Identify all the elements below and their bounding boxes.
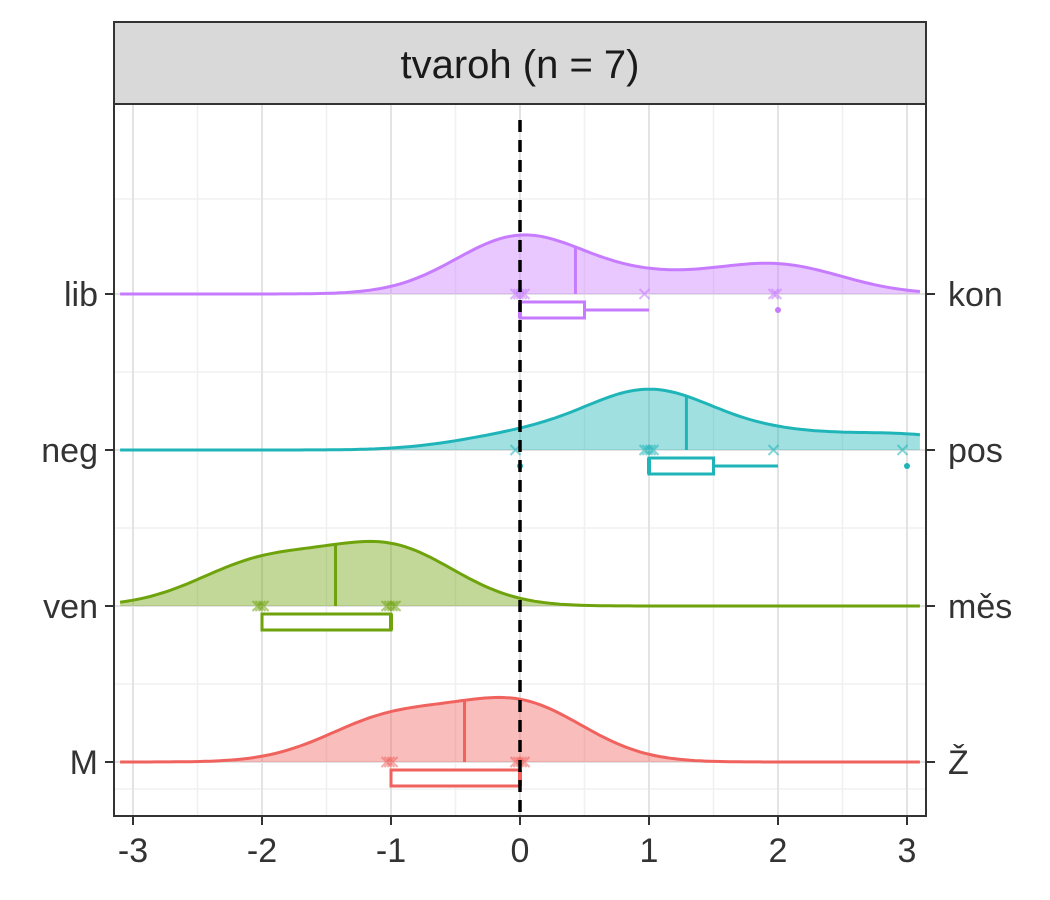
y-label-right: měs (948, 588, 1012, 626)
box-lib (518, 300, 586, 320)
outlier-neg (904, 463, 910, 469)
density-line-ven (119, 539, 920, 608)
data-point-neg (644, 444, 657, 456)
data-point-lib (770, 288, 783, 300)
data-point-ven (386, 600, 399, 612)
y-label-right: Ž (948, 744, 969, 782)
ridge-ven (119, 539, 920, 632)
data-point-lib (515, 288, 528, 300)
y-label-right: kon (948, 276, 1003, 314)
y-label-left: neg (41, 432, 98, 470)
data-point-neg (647, 444, 660, 456)
box-ven (260, 612, 393, 632)
x-tick-label: 1 (640, 832, 659, 870)
box-m (389, 768, 522, 788)
outlier-lib (775, 307, 781, 313)
data-point-ven (257, 600, 270, 612)
data-point-neg (767, 444, 780, 456)
y-label-right: pos (948, 432, 1003, 470)
data-point-ven (254, 600, 267, 612)
x-tick-label: 0 (511, 832, 530, 870)
y-label-left: lib (64, 276, 98, 314)
y-label-left: M (70, 744, 98, 782)
x-tick-label: 2 (769, 832, 788, 870)
data-point-lib (767, 288, 780, 300)
axes: -3 -2 -1 0 1 2 3 lib kon neg pos ven měs M Ž (41, 276, 1012, 870)
data-point-lib (638, 288, 651, 300)
data-point-m (386, 756, 399, 768)
facet-title: tvaroh (n = 7) (400, 43, 639, 87)
density-fill-neg (120, 389, 920, 450)
x-tick-label: -1 (376, 832, 406, 870)
data-point-ven (389, 600, 402, 612)
density-fill-ven (120, 541, 920, 606)
density-line-m (120, 695, 920, 764)
data-point-m (383, 756, 396, 768)
facet-strip (113, 21, 927, 105)
x-tick-label: 3 (898, 832, 917, 870)
data-point-neg (896, 444, 909, 456)
density-line-lib (120, 233, 921, 296)
box-neg (647, 456, 715, 476)
x-tick-label: -2 (247, 832, 277, 870)
x-tick-label: -3 (118, 832, 148, 870)
y-label-left: ven (43, 588, 98, 626)
